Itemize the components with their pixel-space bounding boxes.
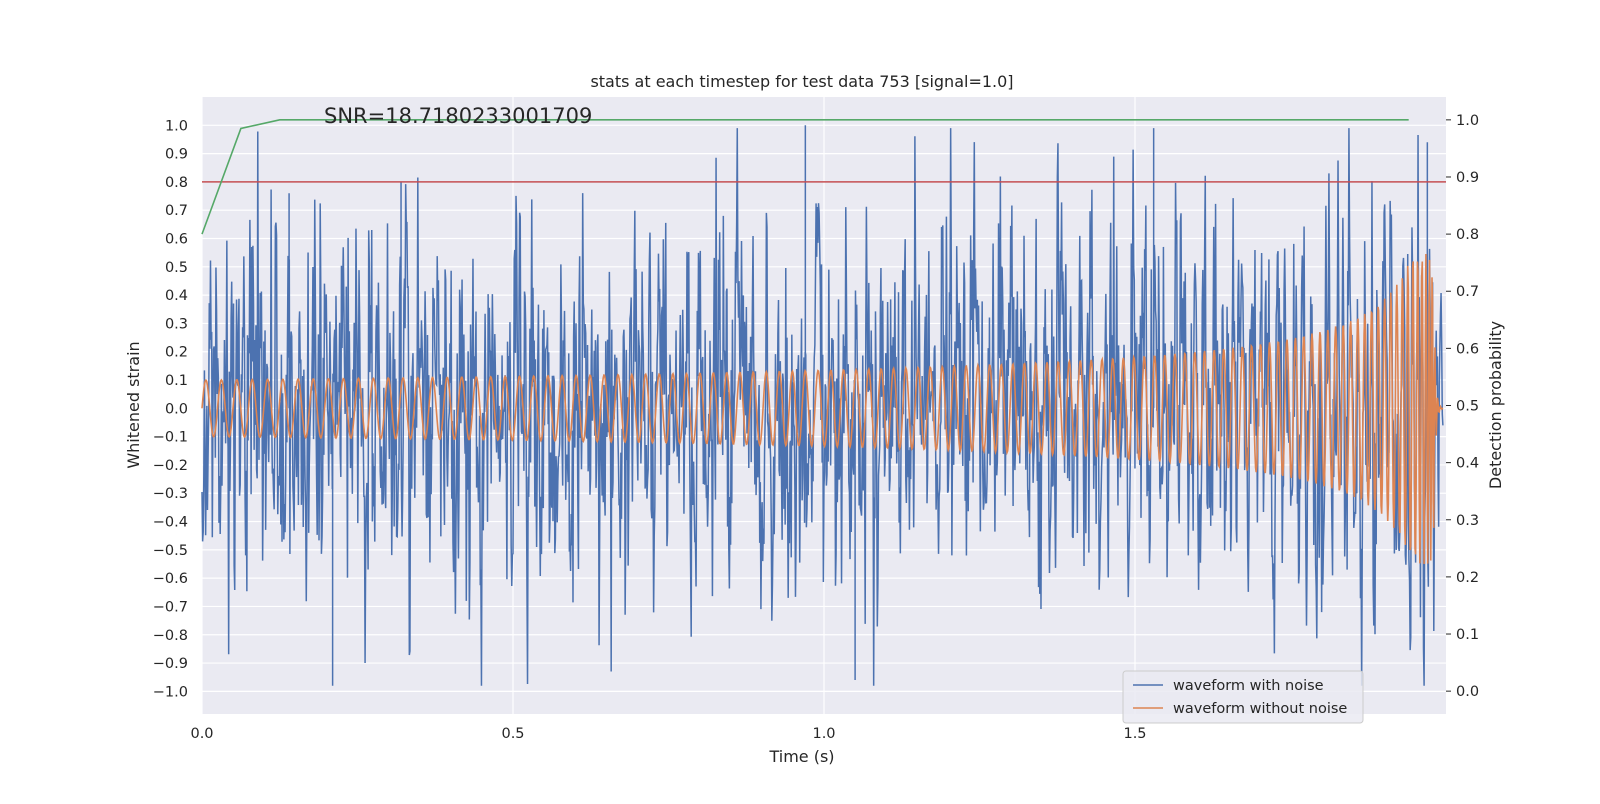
y-right-tick-label: 0.7	[1456, 284, 1479, 300]
y-left-tick-label: 0.8	[165, 175, 188, 191]
legend-label-signal: waveform without noise	[1173, 701, 1347, 717]
y-right-tick-label: 0.5	[1456, 399, 1479, 415]
y-left-tick-label: −0.4	[153, 515, 188, 531]
y-left-tick-label: −0.1	[153, 430, 188, 446]
y-left-tick-label: 0.7	[165, 203, 188, 219]
tick-labels: 0.0 0.5 1.0 1.5 1.0 0.9 0.8 0.7 0.6 0.5 0.4 0.3 0.2 0…	[153, 113, 1479, 742]
x-tick-label: 0.0	[190, 726, 213, 742]
series-waveform-without-noise	[201, 254, 1444, 564]
legend: waveform with noise waveform without noi…	[1122, 670, 1364, 724]
y-right-tick-label: 0.6	[1456, 341, 1479, 357]
y-left-tick-label: 1.0	[165, 118, 188, 134]
y-left-tick-label: −0.6	[153, 571, 188, 587]
data-series	[201, 119, 1446, 686]
y-left-tick-label: −1.0	[153, 684, 188, 700]
x-tick-label: 0.5	[501, 726, 524, 742]
y-right-tick-label: 0.8	[1456, 227, 1479, 243]
y-left-tick-label: −0.3	[153, 486, 188, 502]
y-right-tick-label: 0.1	[1456, 627, 1479, 643]
y-left-tick-label: −0.8	[153, 628, 188, 644]
y-left-tick-label: 0.9	[165, 147, 188, 163]
y-right-tick-label: 0.3	[1456, 513, 1479, 529]
y-left-tick-label: 0.1	[165, 373, 188, 389]
chart-title: stats at each timestep for test data 753…	[590, 72, 1013, 91]
y-axis-left-title: Whitened strain	[124, 341, 143, 468]
y-axis-right-title: Detection probability	[1486, 321, 1505, 489]
legend-box	[1122, 670, 1364, 724]
y-right-tick-label: 0.9	[1456, 170, 1479, 186]
y-left-tick-label: 0.4	[165, 288, 188, 304]
y-left-tick-label: −0.2	[153, 458, 188, 474]
y-right-tick-label: 0.2	[1456, 570, 1479, 586]
y-left-tick-label: −0.7	[153, 599, 188, 615]
y-left-tick-label: 0.5	[165, 260, 188, 276]
snr-annotation: SNR=18.7180233001709	[324, 104, 592, 128]
legend-label-noise: waveform with noise	[1173, 678, 1324, 694]
y-right-tick-label: 1.0	[1456, 113, 1479, 129]
x-axis-title: Time (s)	[768, 747, 834, 766]
y-left-tick-label: 0.6	[165, 232, 188, 248]
y-left-tick-label: 0.3	[165, 316, 188, 332]
x-tick-label: 1.5	[1123, 726, 1146, 742]
x-tick-label: 1.0	[812, 726, 835, 742]
series-detection-probability	[201, 119, 1409, 235]
y-right-tick-label: 0.0	[1456, 684, 1479, 700]
y-left-tick-label: 0.0	[165, 401, 188, 417]
y-right-tick-label: 0.4	[1456, 456, 1479, 472]
y-left-tick-label: 0.2	[165, 345, 188, 361]
series-waveform-with-noise	[201, 128, 1444, 686]
y-left-tick-label: −0.9	[153, 656, 188, 672]
y-left-tick-label: −0.5	[153, 543, 188, 559]
